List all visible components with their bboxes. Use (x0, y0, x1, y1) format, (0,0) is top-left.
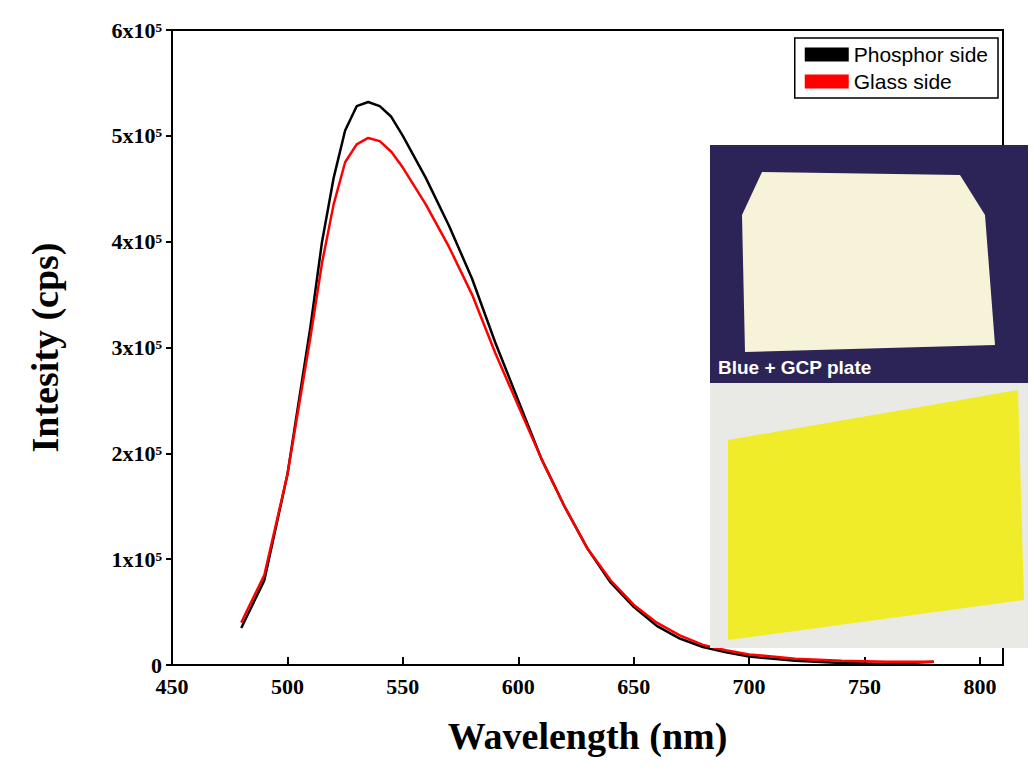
svg-text:750: 750 (848, 674, 881, 699)
svg-text:600: 600 (502, 674, 535, 699)
svg-text:Glass side: Glass side (854, 70, 952, 93)
svg-text:2x10⁵: 2x10⁵ (111, 441, 162, 466)
svg-text:0: 0 (151, 652, 162, 678)
svg-text:1x10⁵: 1x10⁵ (111, 547, 162, 572)
svg-text:3x10⁵: 3x10⁵ (111, 335, 162, 360)
svg-text:700: 700 (733, 674, 766, 699)
svg-text:Phosphor side: Phosphor side (854, 43, 988, 66)
svg-text:Wavelength (nm): Wavelength (nm) (448, 715, 728, 758)
svg-text:450: 450 (156, 674, 189, 699)
svg-text:Intesity (cps): Intesity (cps) (24, 242, 67, 452)
svg-text:500: 500 (271, 674, 304, 699)
svg-text:5x10⁵: 5x10⁵ (111, 123, 162, 148)
svg-text:Blue + GCP plate: Blue + GCP plate (718, 357, 871, 378)
svg-text:4x10⁵: 4x10⁵ (111, 229, 162, 254)
svg-text:650: 650 (617, 674, 650, 699)
svg-text:6x10⁵: 6x10⁵ (111, 18, 162, 43)
svg-text:800: 800 (963, 674, 996, 699)
svg-text:550: 550 (386, 674, 419, 699)
